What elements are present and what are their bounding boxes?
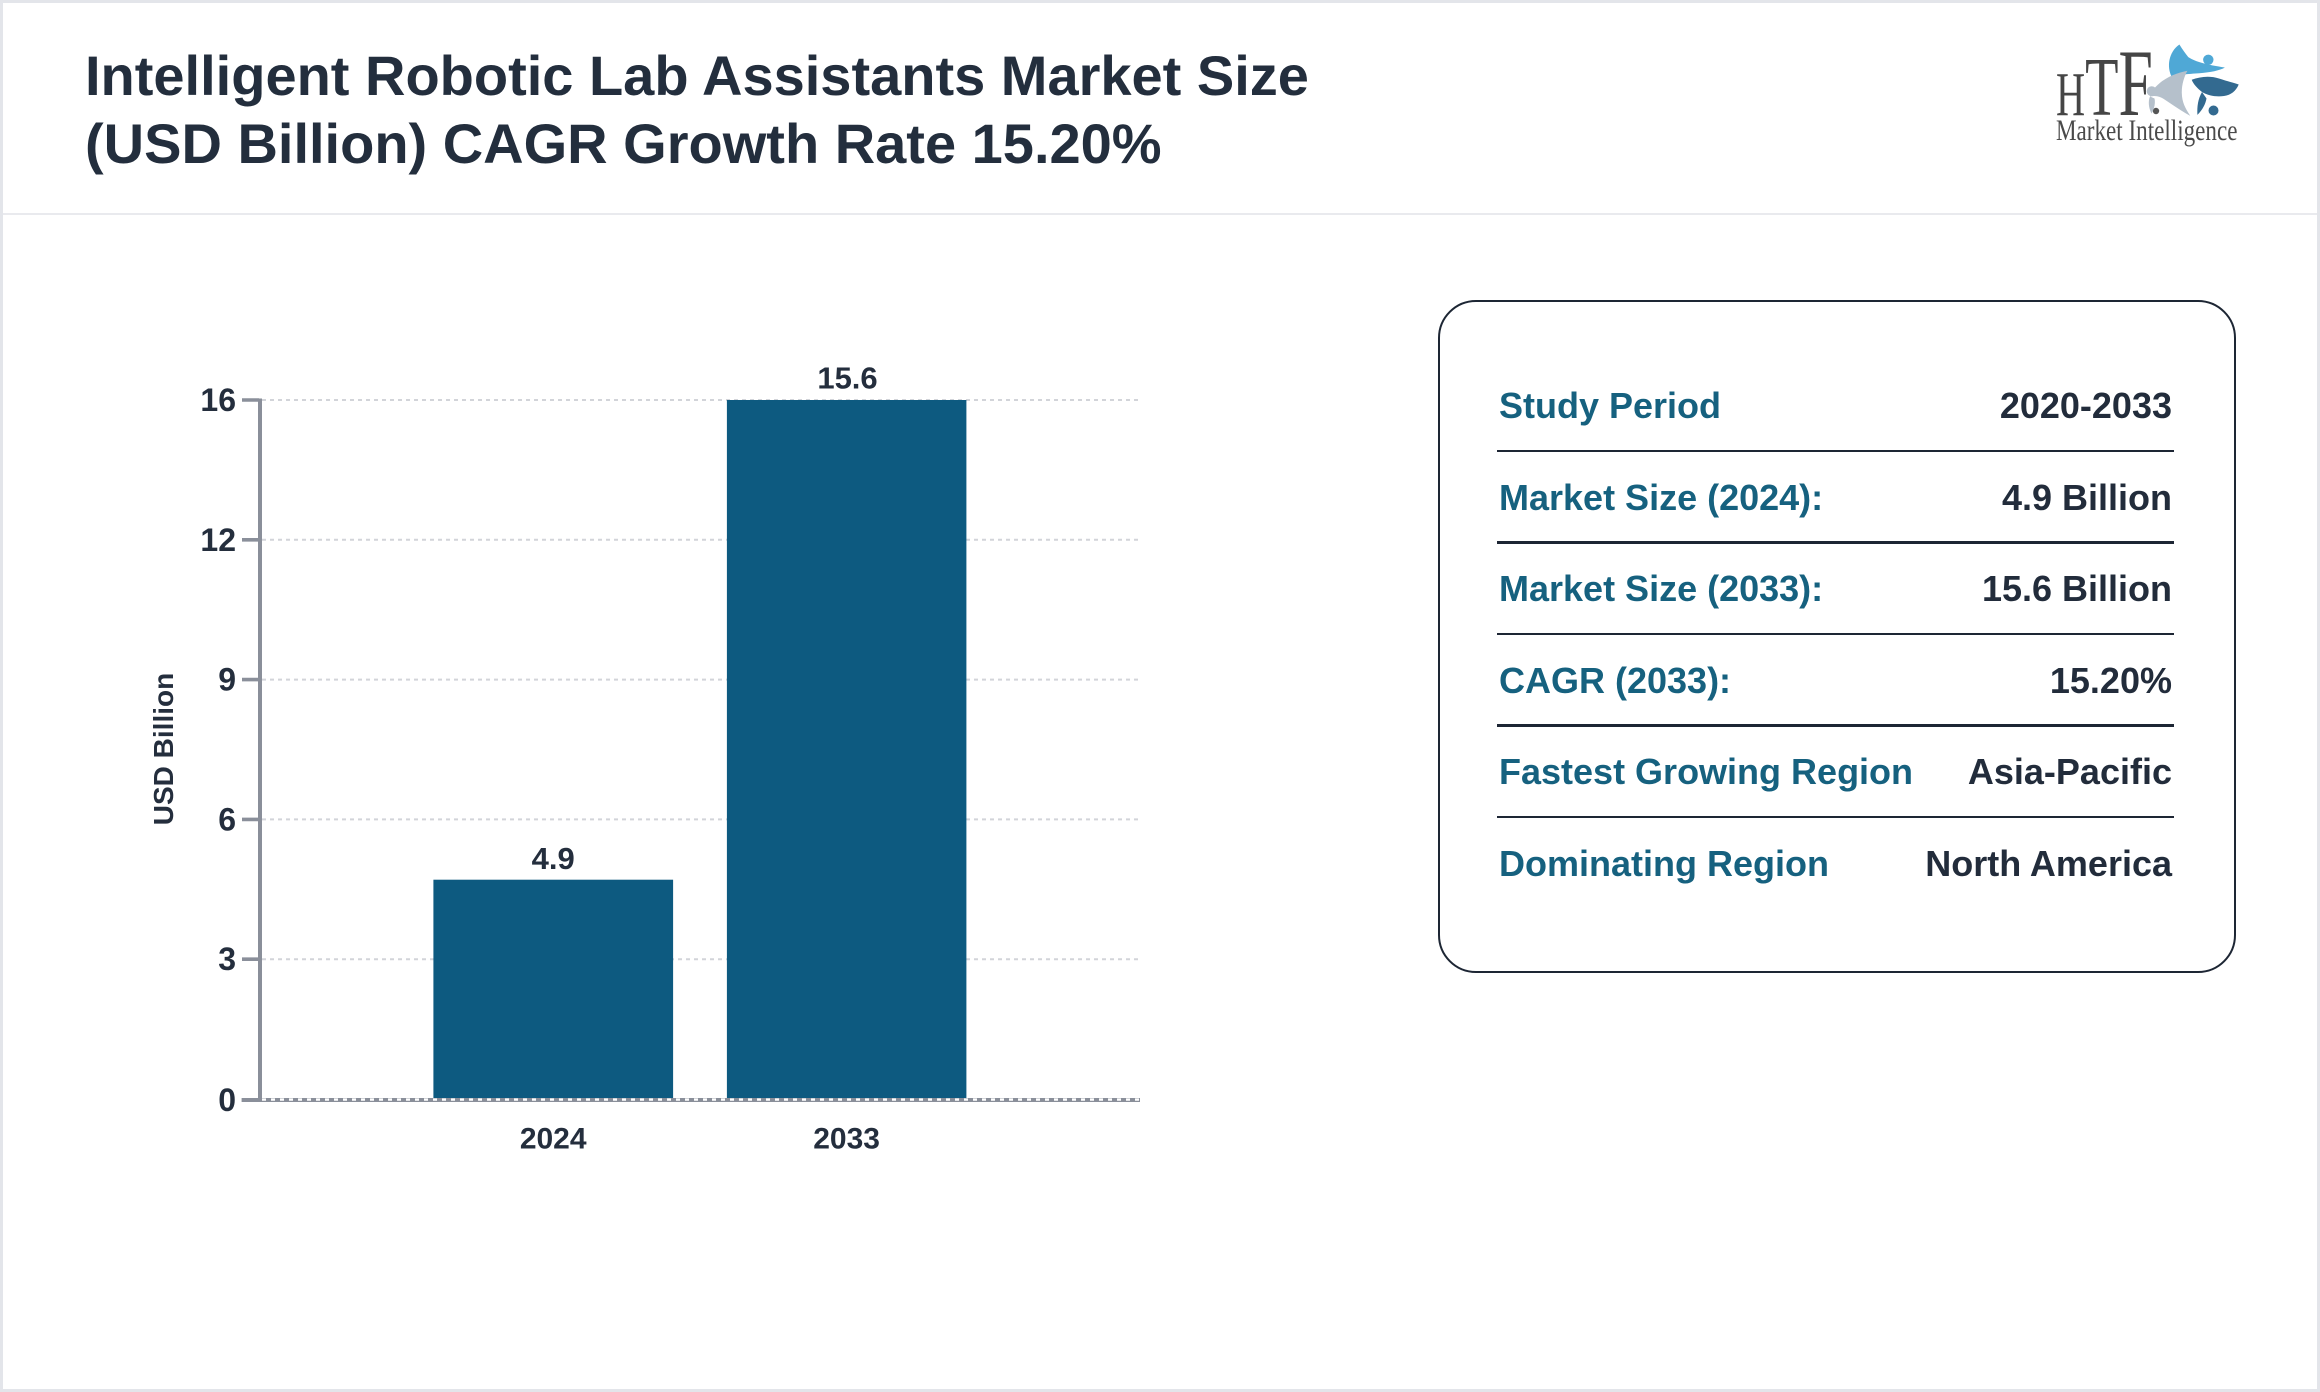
svg-text:2024: 2024 (520, 1123, 587, 1156)
svg-text:F: F (2118, 32, 2152, 136)
svg-text:USD Billion: USD Billion (148, 673, 179, 825)
svg-text:Market Intelligence: Market Intelligence (2056, 113, 2237, 147)
svg-text:2033: 2033 (813, 1123, 880, 1156)
svg-text:H: H (2056, 60, 2085, 129)
svg-text:6: 6 (218, 801, 236, 837)
svg-text:9: 9 (218, 662, 236, 698)
svg-text:3: 3 (218, 941, 236, 977)
svg-text:T: T (2085, 41, 2118, 133)
svg-text:12: 12 (200, 522, 236, 558)
svg-text:16: 16 (200, 382, 236, 418)
svg-text:0: 0 (218, 1082, 236, 1118)
svg-text:4.9: 4.9 (532, 841, 575, 876)
svg-text:15.6: 15.6 (817, 361, 877, 396)
